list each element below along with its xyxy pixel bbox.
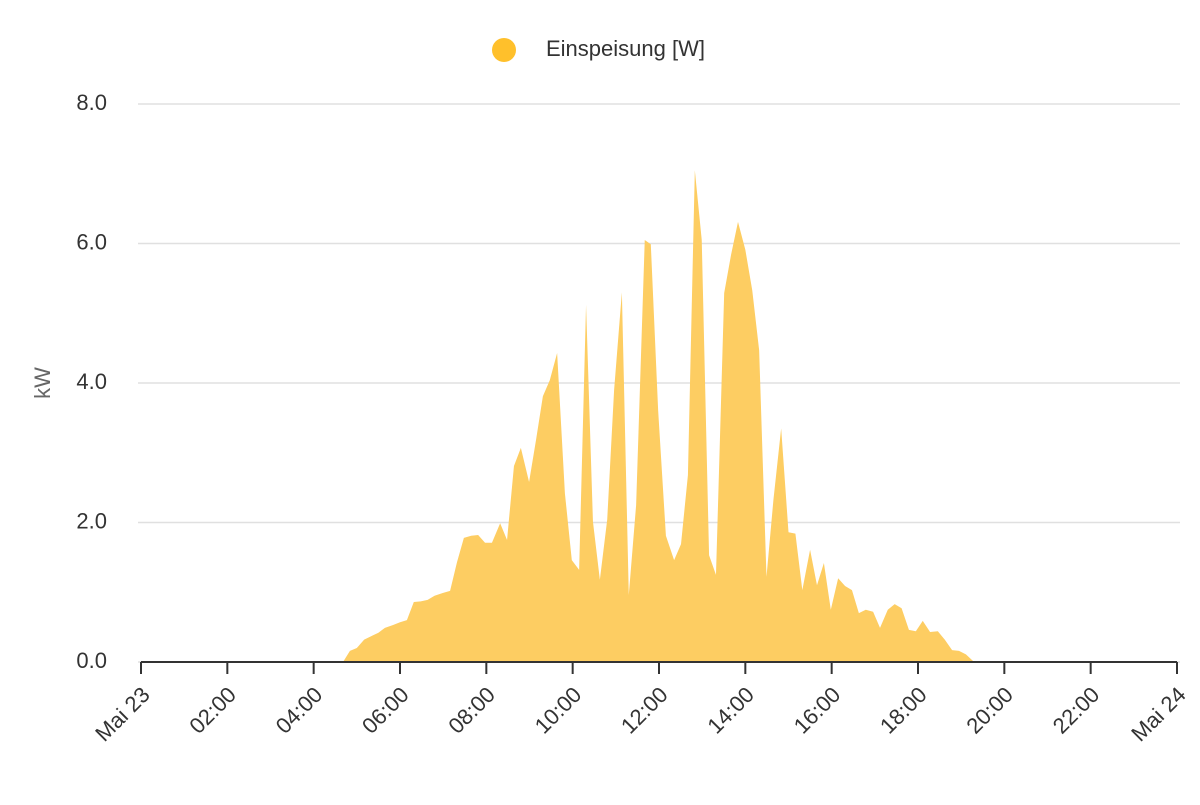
x-tick-label: Mai 23 (90, 682, 154, 746)
x-tick-label: 18:00 (875, 682, 932, 739)
x-tick-label: 12:00 (616, 682, 673, 739)
y-tick-label: 2.0 (76, 508, 107, 533)
x-tick-label: 02:00 (184, 682, 241, 739)
x-tick-label: 16:00 (789, 682, 846, 739)
x-tick-label: 08:00 (443, 682, 500, 739)
y-tick-label: 0.0 (76, 648, 107, 673)
legend-marker (492, 38, 516, 62)
y-tick-label: 4.0 (76, 369, 107, 394)
x-tick-label: 20:00 (961, 682, 1018, 739)
x-tick-label: Mai 24 (1126, 682, 1190, 746)
x-tick-label: 10:00 (530, 682, 587, 739)
y-axis-label: kW (30, 367, 55, 399)
y-tick-label: 8.0 (76, 90, 107, 115)
legend-label: Einspeisung [W] (546, 36, 705, 61)
x-tick-label: 04:00 (271, 682, 328, 739)
area (141, 170, 1177, 662)
x-tick-label: 22:00 (1048, 682, 1105, 739)
x-tick-label: 06:00 (357, 682, 414, 739)
y-tick-label: 6.0 (76, 229, 107, 254)
x-tick-label: 14:00 (702, 682, 759, 739)
